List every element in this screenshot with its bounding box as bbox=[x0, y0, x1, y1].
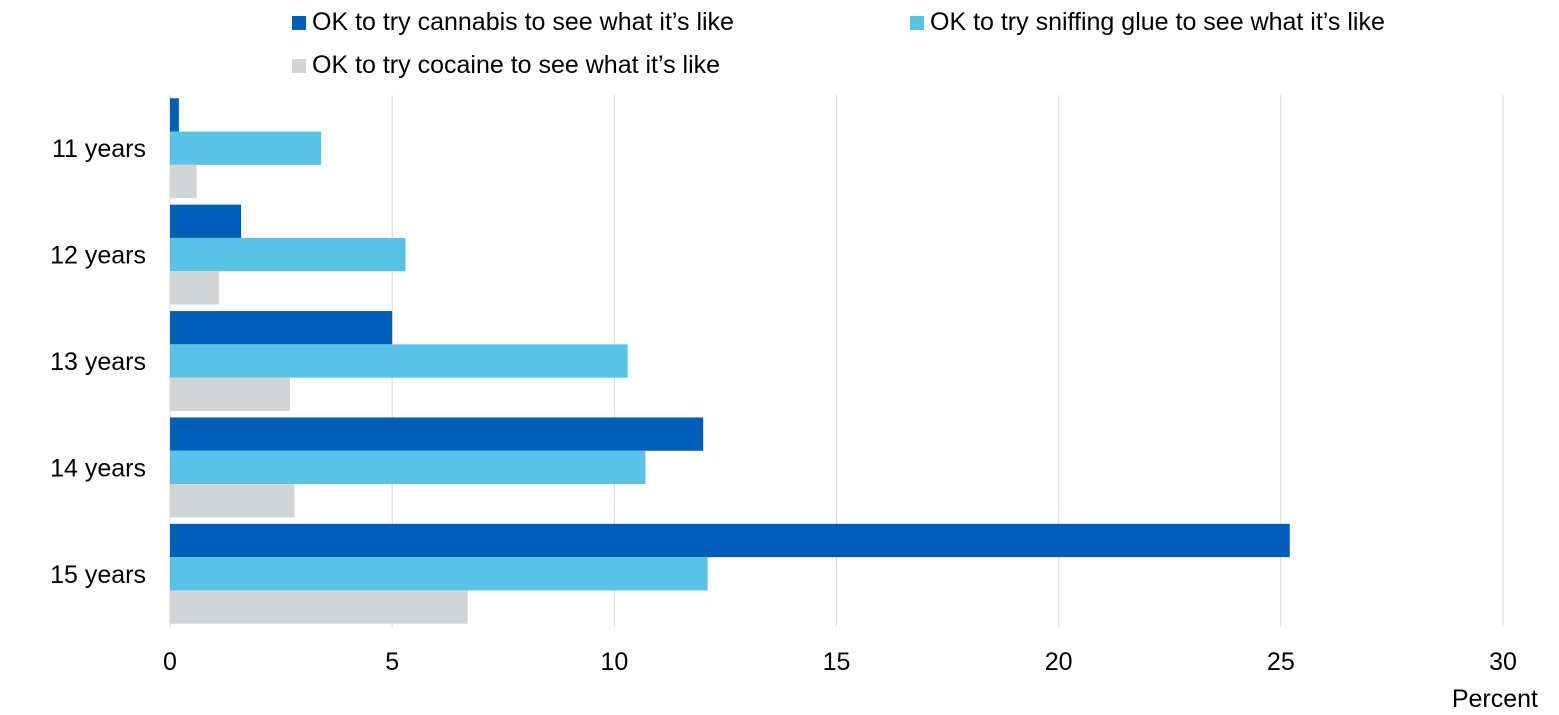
bar bbox=[170, 164, 197, 199]
legend-swatch-cannabis bbox=[292, 15, 306, 30]
bar bbox=[170, 204, 242, 238]
bar bbox=[170, 131, 322, 165]
bar bbox=[170, 271, 219, 305]
legend-item-cannabis: OK to try cannabis to see what it’s like bbox=[292, 8, 734, 37]
legend-label-cannabis: OK to try cannabis to see what it’s like bbox=[312, 8, 734, 36]
legend-swatch-cocaine bbox=[292, 58, 306, 73]
bar bbox=[170, 417, 704, 451]
x-tick-label: 0 bbox=[163, 648, 177, 676]
category-label: 15 years bbox=[50, 561, 146, 589]
x-tick-label: 20 bbox=[1045, 648, 1073, 676]
legend-label-cocaine: OK to try cocaine to see what it’s like bbox=[312, 51, 721, 79]
category-label: 14 years bbox=[50, 454, 146, 482]
bar bbox=[170, 450, 646, 485]
x-tick-label: 15 bbox=[823, 648, 851, 676]
bar bbox=[170, 557, 708, 591]
x-tick-label: 5 bbox=[385, 648, 399, 676]
bar bbox=[170, 523, 1290, 558]
category-label: 12 years bbox=[50, 242, 146, 270]
bar bbox=[170, 344, 628, 378]
x-tick-labels: 0 5 10 15 20 25 30 bbox=[163, 648, 1517, 676]
bar bbox=[170, 377, 290, 411]
bar bbox=[170, 237, 406, 272]
bars bbox=[170, 98, 1290, 624]
x-tick-label: 25 bbox=[1267, 648, 1295, 676]
bar bbox=[170, 311, 393, 345]
legend-item-cocaine: OK to try cocaine to see what it’s like bbox=[292, 51, 720, 80]
category-label: 13 years bbox=[50, 348, 146, 376]
legend-label-sniffing-glue: OK to try sniffing glue to see what it’s… bbox=[930, 8, 1385, 36]
x-tick-label: 10 bbox=[600, 648, 628, 676]
bar bbox=[170, 98, 179, 132]
legend-swatch-sniffing-glue bbox=[910, 15, 924, 30]
legend-item-sniffing-glue: OK to try sniffing glue to see what it’s… bbox=[910, 8, 1385, 37]
bar bbox=[170, 484, 295, 518]
category-label: 11 years bbox=[52, 135, 146, 163]
x-axis-title: Percent bbox=[1452, 685, 1538, 713]
category-labels: 11 years 12 years 13 years 14 years 15 years bbox=[50, 135, 146, 589]
x-tick-label: 30 bbox=[1489, 648, 1517, 676]
bar bbox=[170, 590, 468, 624]
